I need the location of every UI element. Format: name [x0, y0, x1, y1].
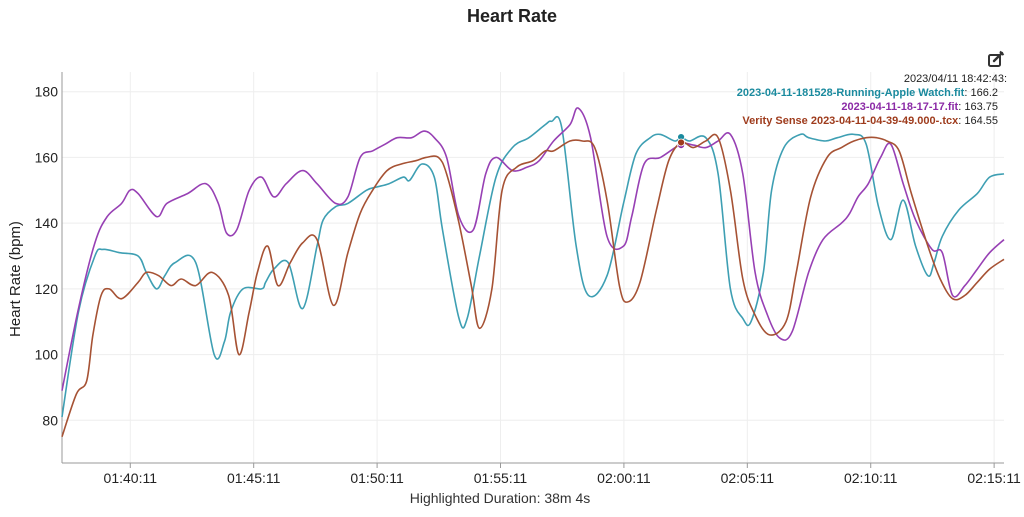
tick-labels: 80 100 120 140 160 180 01:40:11 01:45:11 01:50:1…	[35, 84, 1021, 486]
x-axis-label: Highlighted Duration: 38m 4s	[410, 490, 591, 506]
series-lines	[61, 107, 1005, 437]
x-tick-label: 02:10:11	[844, 470, 898, 486]
grid	[62, 72, 1004, 468]
y-tick-label: 120	[35, 281, 59, 297]
axes	[61, 72, 1004, 464]
tooltip-label: Verity Sense 2023-04-11-04-39-49.000-.tc…	[742, 115, 959, 127]
y-tick-label: 80	[42, 412, 58, 428]
y-tick-label: 140	[35, 215, 59, 231]
x-tick-label: 01:40:11	[104, 470, 158, 486]
y-tick-label: 180	[35, 84, 59, 100]
x-tick-label: 02:00:11	[597, 470, 651, 486]
x-tick-label: 01:50:11	[350, 470, 404, 486]
tooltip-label: 2023-04-11-18-17-17.fit	[841, 101, 958, 113]
tooltip-entry-verity-sense: Verity Sense 2023-04-11-04-39-49.000-.tc…	[742, 115, 998, 127]
edit-chart-icon[interactable]	[986, 49, 1006, 69]
x-tick-label: 02:15:11	[967, 470, 1021, 486]
hover-markers	[677, 133, 685, 150]
tooltip-value: 164.55	[964, 115, 998, 127]
tooltip-value: 163.75	[964, 101, 998, 113]
y-tick-label: 100	[35, 347, 59, 363]
x-tick-label: 02:05:11	[721, 470, 775, 486]
tooltip-entry-apple-watch: 2023-04-11-181528-Running-Apple Watch.fi…	[737, 87, 998, 99]
x-tick-label: 01:55:11	[474, 470, 528, 486]
y-tick-label: 160	[35, 149, 59, 165]
x-tick-label: 01:45:11	[227, 470, 281, 486]
tooltip-label: 2023-04-11-181528-Running-Apple Watch.fi…	[737, 87, 965, 99]
series-line-fit-file[interactable]	[61, 107, 1005, 391]
tooltip-entry-fit: 2023-04-11-18-17-17.fit: 163.75	[841, 101, 998, 113]
tooltip-timestamp: 2023/04/11 18:42:43:	[904, 73, 1007, 85]
series-line-verity-sense[interactable]	[61, 133, 1005, 437]
tooltip: 2023/04/11 18:42:43: 2023-04-11-181528-R…	[737, 73, 1007, 127]
chart-title: Heart Rate	[466, 6, 558, 26]
y-axis-label: Heart Rate (bpm)	[7, 221, 24, 337]
series-line-apple-watch[interactable]	[61, 115, 1005, 418]
hover-marker-verity-sense	[677, 138, 685, 147]
tooltip-value: 166.2	[970, 87, 998, 99]
